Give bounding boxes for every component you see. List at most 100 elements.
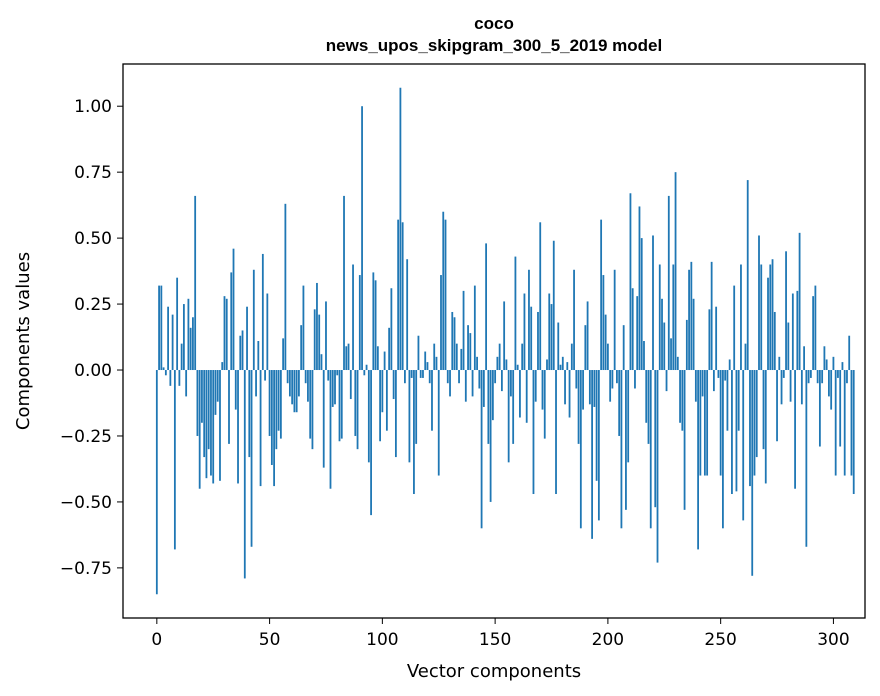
bar [446,370,449,384]
bar [528,269,530,371]
bar [482,370,485,407]
bar [275,370,278,450]
bar [419,370,422,378]
bar [604,314,607,371]
x-axis-ticks: 0 50 100 150 200 250 300 [151,618,850,650]
bar [160,285,163,371]
bar [374,280,377,371]
bar [435,356,438,371]
bar [379,370,381,442]
bar [255,370,257,397]
bar [212,370,215,484]
bar [699,370,702,476]
bar [284,203,287,371]
bar [837,370,839,378]
bar [548,293,551,371]
x-axis-label: Vector components [407,661,581,682]
bar [681,370,684,431]
bar [162,367,165,371]
bar [259,370,262,487]
bar [843,370,846,476]
bar [343,195,345,371]
bar [261,253,264,371]
y-axis-label: Components values [13,252,34,430]
bar [539,222,542,371]
bar [480,370,483,529]
bar [223,296,226,371]
bar [449,370,451,397]
x-tick-label: 300 [817,630,849,650]
bar [347,343,350,371]
x-tick-label: 150 [479,630,511,650]
bar [685,319,688,371]
bar [358,275,361,371]
bar [505,359,508,371]
bar [424,351,427,371]
bar [656,370,659,563]
bar [455,343,458,371]
bar [325,301,327,371]
bar [647,370,650,444]
bar [586,301,589,371]
bar [712,370,715,392]
bar [164,370,167,376]
bar [767,277,769,371]
bar [460,348,463,371]
bar [683,370,686,510]
bar [293,370,296,413]
bar [473,285,476,371]
bar [719,370,722,476]
bar [839,370,842,447]
bar [742,370,745,521]
y-tick-label: −0.75 [60,559,112,579]
bar [196,370,199,436]
y-tick-label: 0.00 [74,361,112,381]
bar [399,87,402,371]
bar [304,370,307,384]
bar [828,370,830,397]
bar [291,370,294,405]
bar [336,370,339,376]
bar [169,370,172,386]
bar [246,306,248,371]
y-tick-label: 0.75 [74,163,112,183]
bar [785,251,787,371]
bar [643,341,645,371]
bar [334,370,336,405]
bar [796,290,799,371]
bar [611,370,614,389]
bar [703,370,706,476]
bar [708,309,711,371]
bar [543,370,546,439]
x-tick-label: 100 [366,630,398,650]
bar [809,370,812,378]
bar [800,370,803,405]
bar [692,298,695,371]
bar [773,311,776,371]
bar [198,370,201,489]
bar [805,370,808,547]
bar [516,364,519,371]
bar [437,370,440,476]
bar [426,362,429,371]
bar [521,343,524,371]
bar [464,370,467,402]
bar [791,293,794,371]
bar [593,370,596,407]
bar [850,370,853,476]
bar [507,370,510,463]
bar [422,370,424,378]
bar [830,370,833,410]
bar [241,330,244,371]
bar [298,370,300,397]
bar [338,370,341,442]
bar [270,370,273,465]
bar [690,261,693,371]
bar [178,370,181,386]
bar [329,370,332,489]
bar [444,219,447,371]
bar [825,359,828,371]
bar [627,370,630,463]
bar [674,172,677,371]
